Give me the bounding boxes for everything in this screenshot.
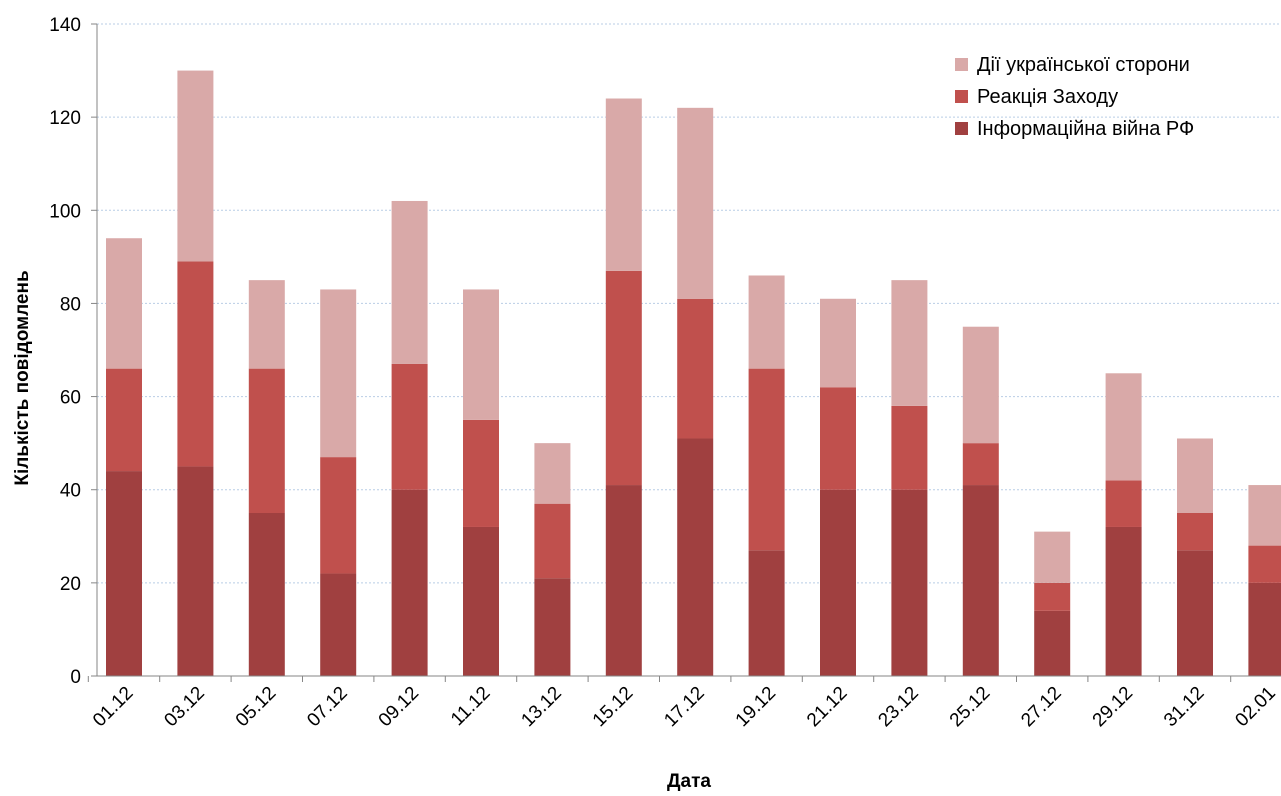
bar-segment: [748, 368, 785, 551]
bar-segment: [1105, 480, 1142, 527]
bar-segment: [605, 485, 642, 676]
x-axis-title: Дата: [667, 771, 711, 792]
x-tick-label: 15.12: [589, 683, 637, 731]
bar-segment: [1034, 582, 1071, 611]
bar-segment: [1034, 610, 1071, 676]
y-tick-label: 20: [60, 574, 81, 595]
y-tick-label: 100: [49, 201, 81, 222]
bar-segment: [1248, 545, 1281, 583]
bar-segment: [391, 200, 428, 364]
bar-segment: [248, 513, 285, 676]
bar-segment: [677, 438, 714, 676]
x-tick-label: 05.12: [232, 683, 280, 731]
x-tick-label: 19.12: [732, 683, 780, 731]
bar-segment: [1248, 582, 1281, 676]
y-tick-label: 40: [60, 481, 81, 502]
bar-segment: [1177, 513, 1213, 551]
x-tick-label: 29.12: [1089, 683, 1137, 731]
y-tick-label: 80: [60, 294, 81, 315]
bar-segment: [891, 280, 928, 406]
y-tick-label: 140: [49, 15, 81, 36]
bar-segment: [177, 261, 214, 467]
bar-segment: [1105, 373, 1142, 481]
bar-segment: [605, 270, 642, 486]
x-tick-label: 07.12: [303, 683, 351, 731]
bar-segment: [962, 485, 999, 676]
legend-swatch: [955, 58, 968, 71]
bar-segment: [605, 98, 642, 271]
bar-segment: [748, 550, 785, 676]
bar-segment: [320, 289, 357, 458]
bar-segment: [1034, 531, 1071, 583]
bar-segment: [1177, 438, 1213, 513]
x-tick-label: 23.12: [874, 683, 922, 731]
x-tick-label: 01.12: [89, 683, 137, 731]
x-tick-label: 13.12: [517, 683, 565, 731]
bar-segment: [320, 457, 357, 574]
legend-label: Дії української сторони: [977, 54, 1190, 76]
bar-segment: [962, 443, 999, 486]
legend-swatch: [955, 122, 968, 135]
bar-segment: [820, 489, 856, 676]
x-tick-label: 25.12: [946, 683, 994, 731]
bar-segment: [891, 489, 928, 676]
bar-segment: [677, 107, 714, 299]
y-tick-label: 0: [70, 667, 81, 688]
bar-segment: [106, 238, 142, 369]
bar-segment: [177, 70, 214, 262]
bar-segment: [248, 280, 285, 369]
x-tick-label: 31.12: [1160, 683, 1208, 731]
legend-label: Інформаційна війна РФ: [977, 118, 1194, 140]
bar-segment: [534, 503, 571, 579]
x-tick-label: 21.12: [803, 683, 851, 731]
bar-segment: [463, 419, 499, 527]
bar-segment: [1105, 526, 1142, 676]
bar-segment: [463, 526, 499, 676]
x-tick-label: 09.12: [375, 683, 423, 731]
bar-segment: [391, 363, 428, 490]
bar-segment: [463, 289, 499, 420]
y-tick-label: 120: [49, 108, 81, 129]
bars: [106, 70, 1281, 676]
bar-segment: [748, 275, 785, 369]
bar-segment: [677, 298, 714, 439]
x-tick-label: 27.12: [1017, 683, 1065, 731]
legend-swatch: [955, 90, 968, 103]
bar-segment: [177, 466, 214, 676]
legend: Дії української сторони Реакція Заходу Інф…: [955, 54, 1194, 140]
bar-segment: [891, 405, 928, 490]
bar-segment: [320, 573, 357, 676]
bar-segment: [248, 368, 285, 513]
bar-segment: [820, 387, 856, 490]
x-tick-label: 17.12: [660, 683, 708, 731]
x-tick-label: 03.12: [160, 683, 208, 731]
y-tick-label: 60: [60, 388, 81, 409]
bar-segment: [534, 443, 571, 504]
bar-segment: [106, 368, 142, 472]
x-tick-label: 02.01: [1231, 683, 1279, 731]
bar-segment: [820, 298, 856, 388]
bar-segment: [391, 489, 428, 676]
y-axis-title: Кількість повідомлень: [12, 270, 33, 485]
x-tick-label: 11.12: [447, 683, 494, 730]
bar-segment: [1177, 550, 1213, 676]
bar-segment: [1248, 485, 1281, 546]
legend-label: Реакція Заходу: [977, 86, 1118, 108]
bar-segment: [534, 578, 571, 676]
bar-segment: [962, 326, 999, 444]
bar-segment: [106, 471, 142, 676]
